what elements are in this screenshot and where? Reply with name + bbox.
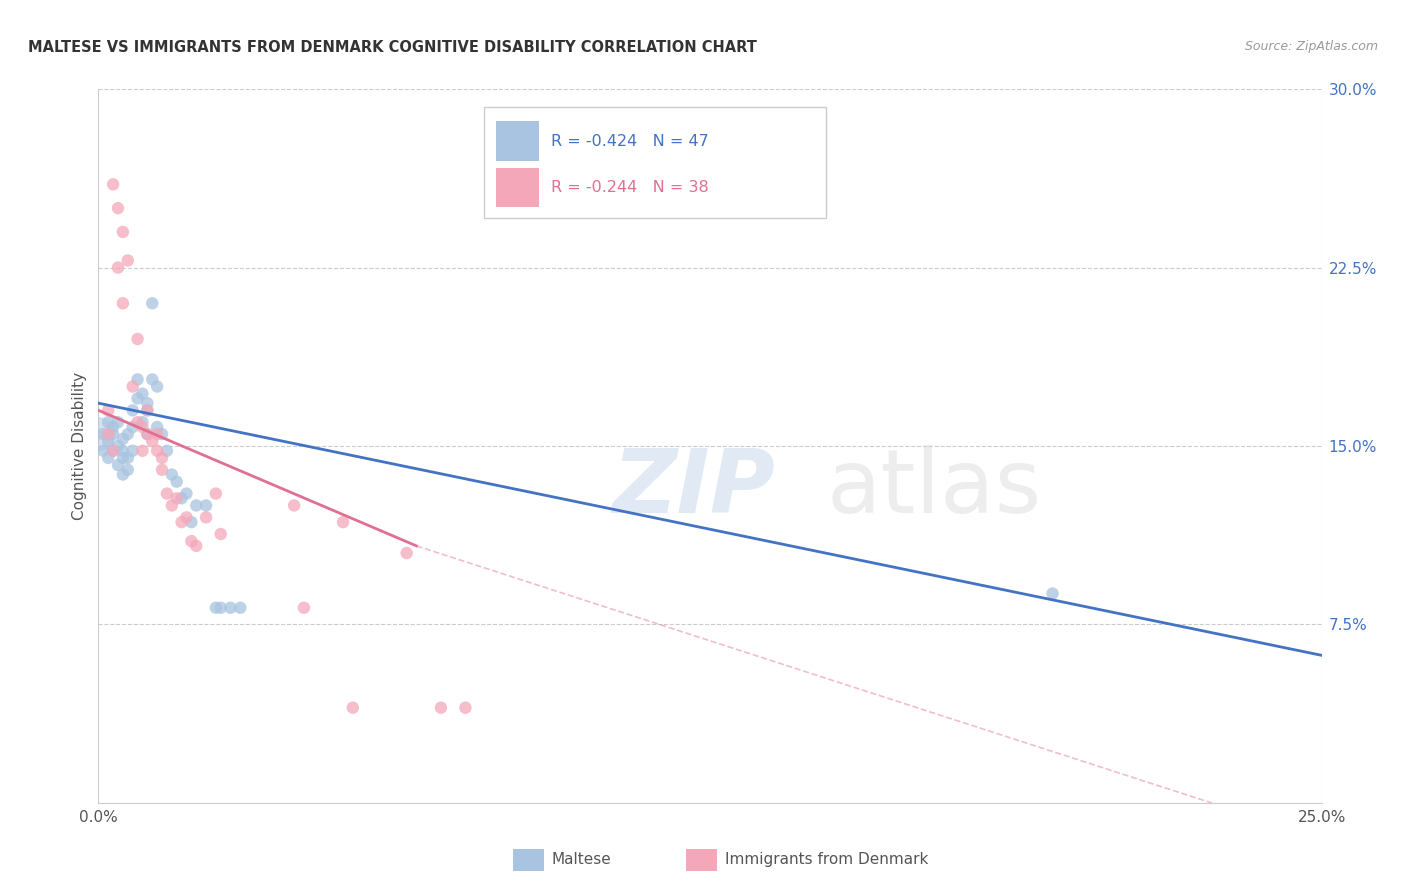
Point [146,427,169,442]
Point [107,458,129,472]
Text: R = -0.244   N = 38: R = -0.244 N = 38 [551,180,709,195]
Point [219,600,242,615]
Point [127,415,149,429]
Point [107,439,129,453]
Point [117,463,139,477]
Point [156,486,179,500]
Point [160,499,183,513]
Point [107,415,129,429]
Point [117,427,139,442]
Point [454,700,477,714]
Point [107,260,129,275]
Point [141,296,163,310]
Point [186,539,208,553]
Point [117,450,139,465]
Point [121,403,143,417]
Point [97,450,120,465]
Point [209,527,232,541]
Text: Immigrants from Denmark: Immigrants from Denmark [725,853,929,867]
Point [283,499,305,513]
Point [101,427,124,442]
Point [127,372,149,386]
Point [101,420,124,434]
Point [97,427,120,442]
Point [176,486,198,500]
Point [91,427,114,442]
FancyBboxPatch shape [496,168,538,207]
Point [180,534,202,549]
Point [111,225,134,239]
Point [136,427,159,442]
Point [136,396,159,410]
Y-axis label: Cognitive Disability: Cognitive Disability [72,372,87,520]
Text: ZIP: ZIP [612,445,775,533]
Point [1042,586,1064,600]
Point [156,443,179,458]
Point [342,700,364,714]
Point [121,443,143,458]
Point [150,463,173,477]
Point [166,475,188,489]
Point [101,443,124,458]
Point [97,415,120,429]
Point [186,499,208,513]
Point [127,332,149,346]
Point [141,372,163,386]
Point [127,392,149,406]
Point [131,420,153,434]
Point [121,420,143,434]
Point [166,491,188,506]
Point [131,415,153,429]
Point [131,386,153,401]
Point [141,434,163,449]
Point [111,467,134,482]
Point [195,510,218,524]
Point [146,420,169,434]
Text: Source: ZipAtlas.com: Source: ZipAtlas.com [1244,40,1378,54]
Point [205,486,228,500]
Point [150,427,173,442]
Point [97,403,120,417]
Point [209,600,232,615]
Point [87,427,110,442]
Point [111,450,134,465]
Point [292,600,315,615]
Point [332,515,354,529]
Point [150,450,173,465]
Point [395,546,418,560]
Point [101,443,124,458]
Point [111,296,134,310]
Point [97,434,120,449]
Point [195,499,218,513]
Point [117,253,139,268]
Point [160,467,183,482]
FancyBboxPatch shape [496,121,538,161]
Point [101,178,124,192]
Point [107,201,129,215]
Point [136,403,159,417]
Point [180,515,202,529]
Point [136,403,159,417]
Point [111,432,134,446]
Text: MALTESE VS IMMIGRANTS FROM DENMARK COGNITIVE DISABILITY CORRELATION CHART: MALTESE VS IMMIGRANTS FROM DENMARK COGNI… [28,40,756,55]
Text: Maltese: Maltese [551,853,610,867]
Point [121,379,143,393]
Point [131,443,153,458]
Point [146,379,169,393]
Point [170,515,193,529]
Point [91,443,114,458]
Point [111,443,134,458]
Point [136,427,159,442]
Text: atlas: atlas [827,445,1042,533]
Point [170,491,193,506]
Point [205,600,228,615]
Point [430,700,453,714]
Point [229,600,252,615]
Point [176,510,198,524]
Point [146,443,169,458]
Text: R = -0.424   N = 47: R = -0.424 N = 47 [551,134,709,149]
FancyBboxPatch shape [484,107,827,218]
